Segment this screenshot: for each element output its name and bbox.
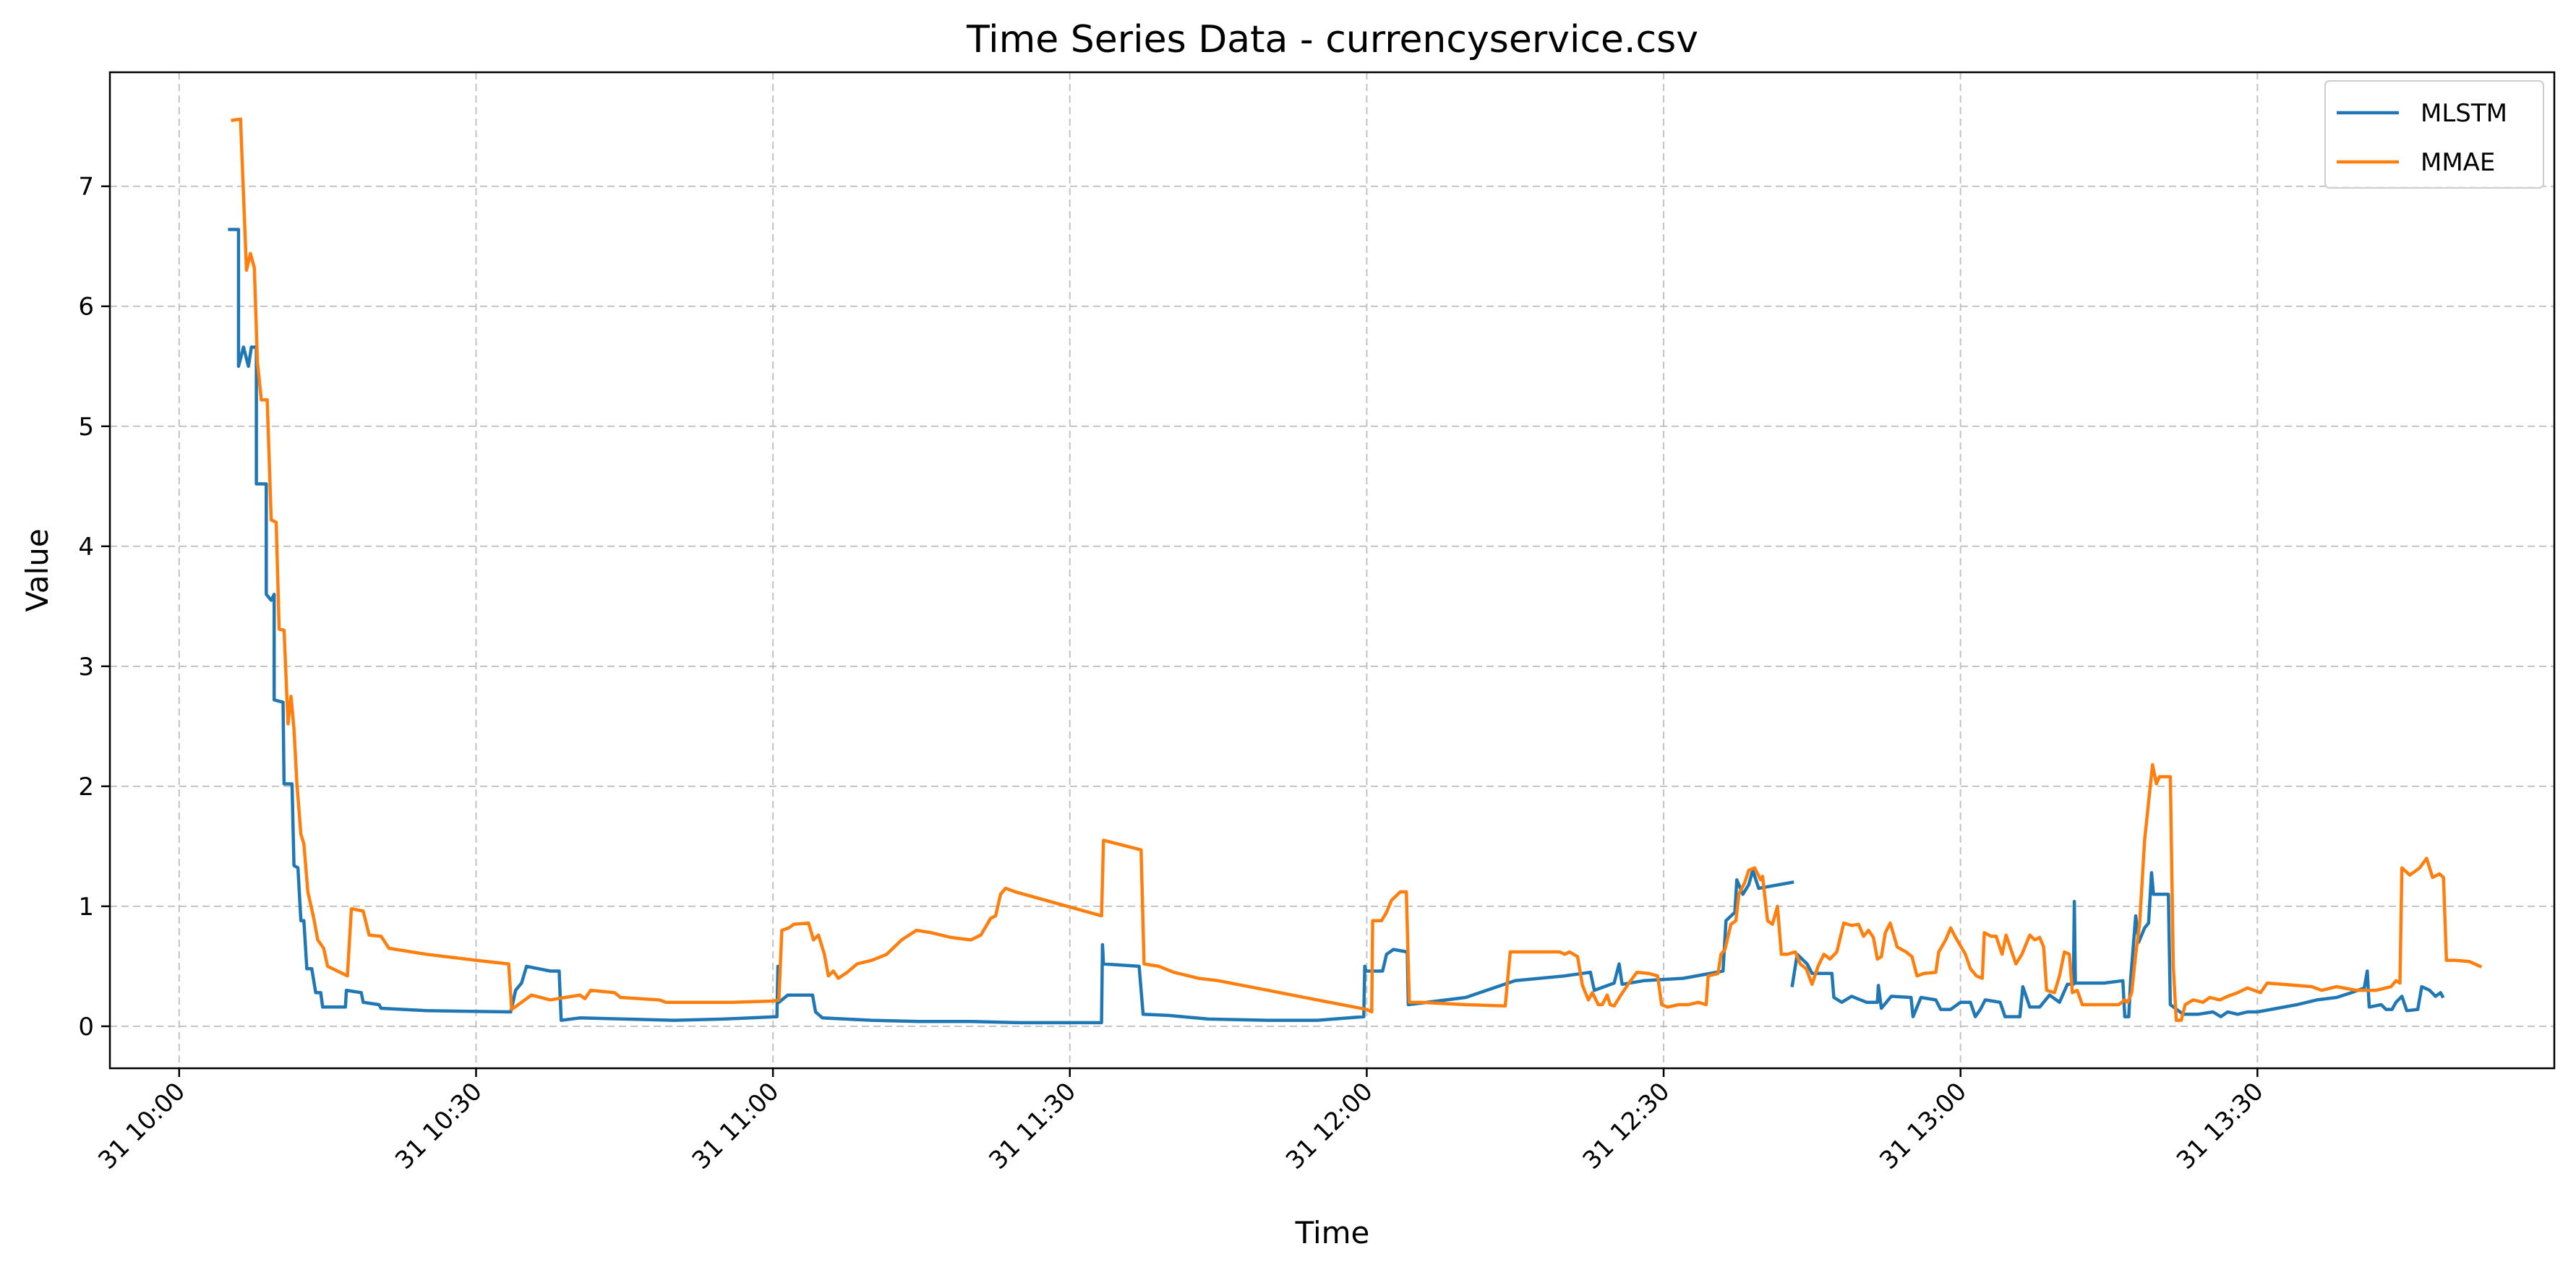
y-tick-label: 3 (78, 653, 94, 682)
series-line-mlstm (228, 228, 1794, 1025)
series-line-mmae (231, 117, 2483, 1022)
y-axis: 0 1 2 3 4 5 6 7 (78, 173, 110, 1042)
y-tick-label: 6 (78, 293, 94, 322)
y-tick-label: 7 (78, 173, 94, 202)
y-tick-label: 4 (78, 533, 94, 562)
grid (110, 72, 2554, 1068)
legend-label-mmae: MMAE (2421, 148, 2495, 177)
plot-frame (108, 71, 2556, 1070)
y-tick-label: 0 (78, 1013, 94, 1042)
y-tick-label: 5 (78, 413, 94, 442)
y-axis-title: Value (20, 528, 55, 611)
legend-label-mlstm: MLSTM (2421, 99, 2507, 128)
legend: MLSTM MMAE (2324, 80, 2544, 189)
y-tick-label: 2 (78, 773, 94, 802)
chart-title: Time Series Data - currencyservice.csv (966, 18, 1698, 61)
x-axis-title: Time (1295, 1215, 1370, 1250)
series-line-mlstm (1790, 871, 2445, 1018)
series-lines (228, 117, 2483, 1025)
y-tick-label: 1 (78, 893, 94, 922)
